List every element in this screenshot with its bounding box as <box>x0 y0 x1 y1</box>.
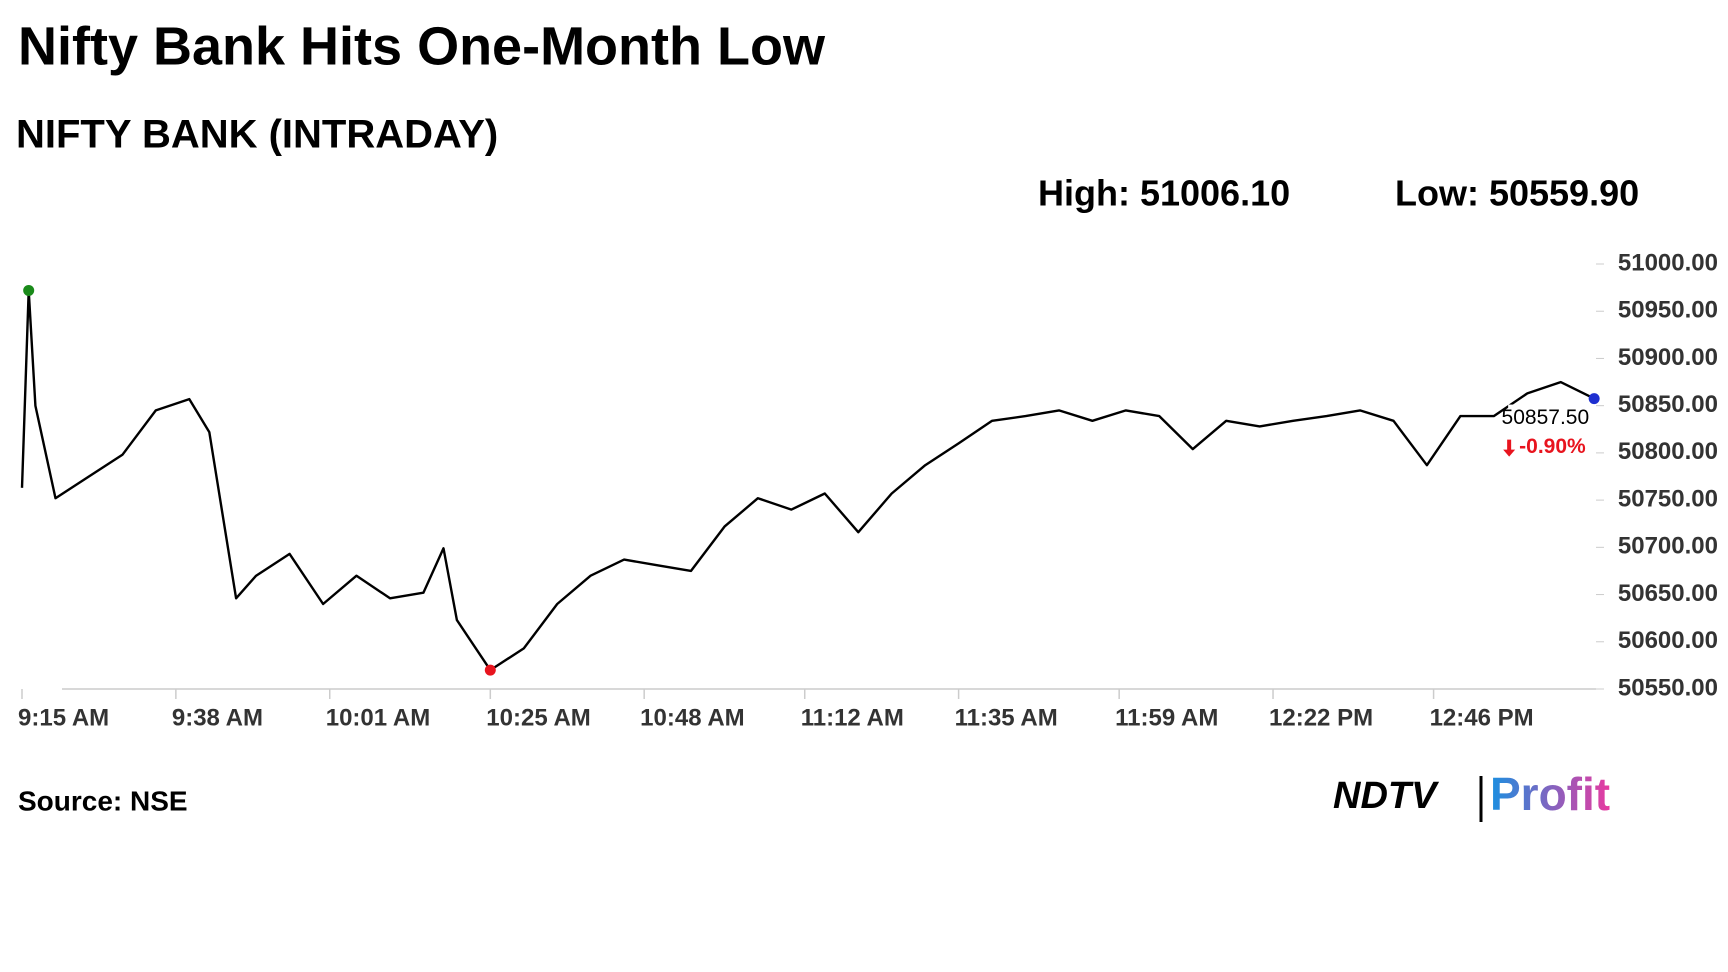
y-tick-label: 50550.00 <box>1618 674 1718 701</box>
last-price-box <box>1508 404 1593 431</box>
x-tick-label: 11:59 AM <box>1115 704 1218 731</box>
y-tick-label: 50800.00 <box>1618 438 1718 465</box>
change-label: -0.90% <box>1519 435 1586 458</box>
logo-ndtv: NDTV <box>1333 775 1439 817</box>
y-tick-label: 50600.00 <box>1618 627 1718 654</box>
x-tick-label: 10:25 AM <box>486 704 590 731</box>
low-label: Low: 50559.90 <box>1395 173 1639 214</box>
x-tick-label: 12:46 PM <box>1430 704 1534 731</box>
price-line <box>20 289 1595 672</box>
y-tick-label: 50850.00 <box>1618 391 1718 418</box>
high-marker <box>23 284 35 296</box>
y-tick-label: 50700.00 <box>1618 533 1718 560</box>
y-tick-label: 50950.00 <box>1618 297 1718 324</box>
chart-title: Nifty Bank Hits One-Month Low <box>18 16 826 76</box>
y-tick-label: 51000.00 <box>1618 249 1718 276</box>
x-tick-label: 10:48 AM <box>640 704 744 731</box>
down-arrow <box>1503 439 1516 457</box>
low-marker <box>484 664 496 676</box>
x-tick-label: 11:35 AM <box>955 704 1058 731</box>
y-tick-label: 50750.00 <box>1618 485 1718 512</box>
x-tick-label: 9:15 AM <box>18 704 109 731</box>
source: Source: NSE <box>18 785 188 816</box>
x-tick-label: 12:22 PM <box>1269 704 1373 731</box>
logo-profit: Profit <box>1490 768 1610 820</box>
y-tick-label: 50900.00 <box>1618 344 1718 371</box>
last-marker <box>1588 393 1600 405</box>
high-label: High: 51006.10 <box>1038 173 1290 214</box>
chart-subtitle: NIFTY BANK (INTRADAY) <box>16 113 498 157</box>
last-price-label: 50857.50 <box>1502 406 1590 429</box>
x-tick-label: 10:01 AM <box>326 704 430 731</box>
y-tick-label: 50650.00 <box>1618 580 1718 607</box>
x-tick-label: 9:38 AM <box>172 704 263 731</box>
x-tick-label: 11:12 AM <box>801 704 904 731</box>
